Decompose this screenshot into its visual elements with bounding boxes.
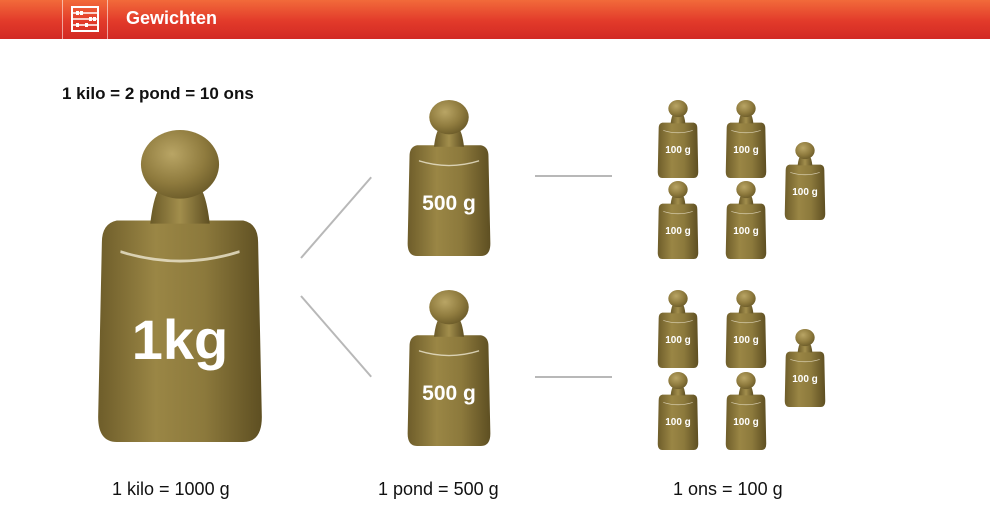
equation-text: 1 kilo = 2 pond = 10 ons bbox=[62, 84, 254, 103]
weight-100g-label: 100 g bbox=[733, 417, 759, 428]
header-bar: Gewichten bbox=[0, 0, 990, 39]
connector-line bbox=[535, 175, 612, 177]
connector-line bbox=[300, 176, 372, 259]
weight-500g-label: 500 g bbox=[422, 382, 476, 405]
weight-100g-label: 100 g bbox=[665, 226, 691, 237]
weight-1kg: 1kg bbox=[87, 128, 273, 444]
weight-100g-label: 100 g bbox=[792, 374, 818, 385]
weight-100g: 100 g bbox=[723, 371, 769, 451]
weight-100g: 100 g bbox=[723, 180, 769, 260]
weight-1kg-label: 1kg bbox=[131, 308, 229, 371]
weight-100g-label: 100 g bbox=[665, 417, 691, 428]
weight-500g-top: 500 g bbox=[402, 99, 496, 257]
abacus-icon-box[interactable] bbox=[62, 0, 108, 39]
weight-100g: 100 g bbox=[655, 99, 701, 179]
weight-100g-label: 100 g bbox=[665, 335, 691, 346]
weight-100g-label: 100 g bbox=[733, 145, 759, 156]
weight-100g: 100 g bbox=[655, 371, 701, 451]
weight-100g: 100 g bbox=[655, 180, 701, 260]
weight-100g: 100 g bbox=[782, 328, 828, 408]
weight-100g: 100 g bbox=[655, 289, 701, 369]
weight-100g-label: 100 g bbox=[733, 226, 759, 237]
connector-line bbox=[535, 376, 612, 378]
weight-100g: 100 g bbox=[723, 289, 769, 369]
caption-pond: 1 pond = 500 g bbox=[378, 479, 499, 499]
caption-ons: 1 ons = 100 g bbox=[673, 479, 783, 499]
weight-100g-label: 100 g bbox=[733, 335, 759, 346]
caption-kilo: 1 kilo = 1000 g bbox=[112, 479, 230, 499]
weight-100g: 100 g bbox=[723, 99, 769, 179]
page-title: Gewichten bbox=[126, 8, 218, 28]
weight-500g-bottom: 500 g bbox=[402, 289, 496, 447]
weight-500g-label: 500 g bbox=[422, 192, 476, 215]
abacus-icon bbox=[71, 6, 99, 32]
weight-100g: 100 g bbox=[782, 141, 828, 221]
connector-line bbox=[300, 295, 372, 378]
weight-100g-label: 100 g bbox=[665, 145, 691, 156]
weight-100g-label: 100 g bbox=[792, 187, 818, 198]
